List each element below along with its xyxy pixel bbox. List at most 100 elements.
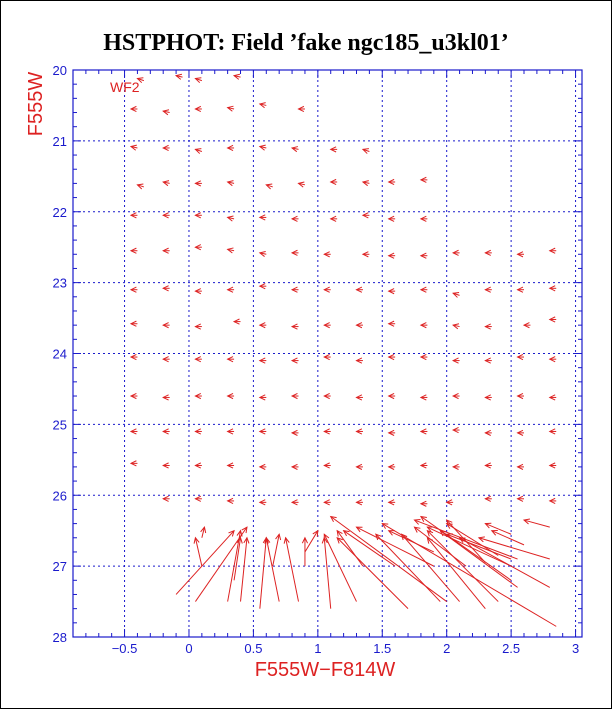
- vector-arrow: [413, 526, 467, 567]
- vector-arrow: [290, 215, 299, 222]
- y-tick-label: 23: [53, 276, 67, 291]
- vector-arrow: [290, 249, 299, 256]
- vector-arrow: [452, 323, 460, 330]
- x-tick-label: 3: [572, 641, 579, 656]
- vector-shaft: [439, 530, 518, 588]
- vector-shaft: [175, 530, 235, 595]
- x-tick-label: 2: [443, 641, 450, 656]
- vector-head: [162, 212, 169, 219]
- vector-arrow: [258, 250, 267, 257]
- vector-head: [419, 353, 427, 361]
- vector-head: [426, 526, 434, 533]
- vector-head: [236, 529, 243, 537]
- vector-head: [361, 251, 369, 258]
- vector-arrow: [355, 394, 363, 401]
- vector-head: [516, 463, 524, 470]
- vector-arrow: [419, 176, 428, 183]
- vector-head: [290, 215, 298, 222]
- vector-arrow: [194, 428, 202, 435]
- vector-arrow: [297, 181, 306, 188]
- vector-arrow: [419, 215, 428, 222]
- vector-head: [297, 181, 305, 188]
- vector-head: [200, 526, 207, 534]
- vector-head: [226, 286, 234, 293]
- vector-head: [323, 353, 330, 361]
- vector-arrow: [226, 497, 235, 504]
- vector-head: [129, 392, 137, 400]
- vector-arrow: [129, 392, 138, 400]
- vector-arrow: [290, 357, 299, 364]
- vector-head: [136, 77, 144, 84]
- vector-arrow: [451, 463, 460, 470]
- chart-title: HSTPHOT: Field ’fake ngc185_u3kl01’: [103, 30, 509, 56]
- y-axis-ticks: 20 21 22 23 24 25 26 27 28: [53, 63, 582, 645]
- y-axis-label: F555W: [25, 72, 47, 137]
- vector-head: [290, 249, 298, 256]
- vector-arrow: [387, 215, 396, 222]
- vector-arrow: [129, 428, 138, 435]
- vector-head: [355, 463, 363, 470]
- vector-head: [355, 322, 363, 329]
- vector-head: [484, 495, 491, 502]
- vector-head: [129, 105, 137, 113]
- vector-head: [258, 283, 266, 290]
- vector-head: [226, 462, 234, 469]
- vector-head: [484, 522, 492, 529]
- vector-arrow: [162, 212, 170, 219]
- vector-head: [323, 286, 330, 293]
- vector-head: [516, 495, 524, 502]
- vector-arrow: [439, 530, 518, 588]
- x-tick-label: 0: [185, 641, 192, 656]
- vector-arrow: [355, 357, 363, 364]
- vector-head: [194, 428, 202, 435]
- vector-arrow: [329, 178, 338, 186]
- vector-arrow: [484, 249, 492, 256]
- vector-head: [329, 215, 337, 222]
- vector-arrow: [419, 286, 428, 293]
- vector-head: [387, 215, 395, 222]
- vector-shaft: [427, 526, 512, 567]
- vector-head: [419, 428, 427, 435]
- vector-arrow: [162, 109, 170, 116]
- vector-shaft: [323, 537, 332, 609]
- vector-arrow: [355, 286, 363, 293]
- vector-head: [162, 247, 169, 254]
- vector-head: [194, 462, 202, 469]
- vector-arrow: [355, 428, 363, 435]
- vector-arrow: [194, 212, 202, 219]
- vector-head: [129, 247, 137, 254]
- x-tick-label: 1.5: [373, 641, 391, 656]
- vector-arrow: [175, 529, 235, 595]
- vector-head: [162, 180, 170, 187]
- vector-head: [426, 536, 434, 544]
- vector-shaft: [401, 533, 460, 602]
- vector-head: [522, 518, 531, 525]
- vector-shaft: [195, 526, 248, 602]
- vector-arrow: [516, 463, 525, 470]
- vector-arrow: [413, 519, 518, 560]
- vector-arrow: [194, 180, 202, 187]
- vector-arrow: [387, 288, 396, 295]
- vector-head: [451, 426, 459, 434]
- vector-arrow: [548, 316, 557, 323]
- vector-head: [129, 212, 137, 219]
- vector-arrow: [451, 357, 460, 364]
- vector-head: [387, 353, 395, 361]
- vector-arrow: [162, 356, 170, 363]
- vector-arrow: [452, 291, 460, 298]
- vector-head: [548, 394, 556, 401]
- vector-head: [419, 394, 427, 401]
- x-tick-label: −0.5: [112, 641, 138, 656]
- y-tick-label: 28: [53, 630, 67, 645]
- vector-head: [361, 180, 369, 187]
- vector-arrow: [387, 530, 435, 553]
- vector-arrow: [387, 499, 396, 506]
- vector-arrow: [387, 178, 396, 186]
- vector-arrow: [232, 318, 241, 325]
- vector-head: [323, 392, 330, 400]
- vector-arrow: [194, 495, 202, 502]
- vector-head: [258, 322, 266, 329]
- vector-arrow: [226, 105, 235, 112]
- vector-head: [162, 495, 169, 502]
- vector-head: [387, 499, 395, 506]
